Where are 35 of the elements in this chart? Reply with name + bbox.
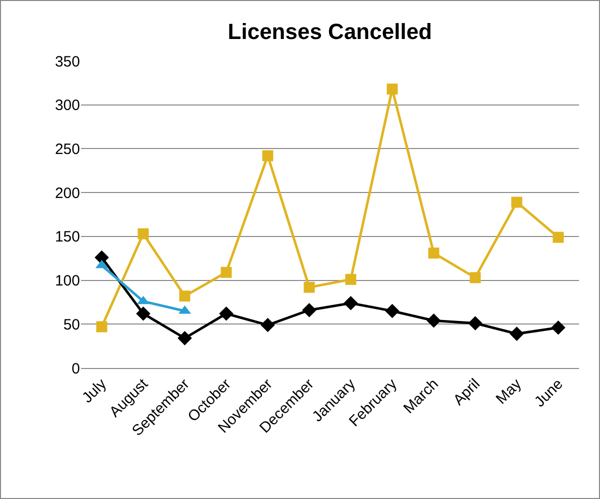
point bbox=[511, 196, 522, 208]
y-tick-label: 50 bbox=[63, 316, 80, 334]
point bbox=[136, 306, 150, 321]
point bbox=[179, 290, 190, 302]
y-tick-label: 300 bbox=[54, 97, 80, 114]
point bbox=[220, 266, 232, 278]
y-tick-label: 200 bbox=[54, 184, 80, 202]
y-tick-label: 350 bbox=[54, 53, 80, 70]
point bbox=[302, 302, 316, 318]
point bbox=[470, 272, 481, 284]
point bbox=[552, 232, 564, 243]
point bbox=[510, 326, 524, 341]
point bbox=[385, 304, 400, 318]
point bbox=[304, 282, 315, 293]
point bbox=[345, 274, 356, 285]
y-tick-label: 250 bbox=[54, 140, 80, 158]
point bbox=[551, 320, 566, 335]
y-tick-label: 150 bbox=[54, 228, 80, 246]
point bbox=[96, 321, 108, 332]
point bbox=[426, 313, 441, 328]
chart-title: Licenses Cancelled bbox=[228, 18, 432, 44]
point bbox=[138, 228, 149, 240]
point bbox=[260, 318, 275, 332]
x-tick-label: June bbox=[531, 376, 566, 411]
point bbox=[344, 296, 358, 310]
y-tick-label: 0 bbox=[72, 360, 80, 378]
point bbox=[178, 331, 192, 346]
x-tick-label: May bbox=[492, 375, 526, 408]
x-tick-label: July bbox=[78, 375, 110, 407]
point bbox=[428, 248, 440, 259]
point bbox=[262, 150, 274, 162]
y-tick-label: 100 bbox=[54, 272, 80, 290]
point bbox=[468, 316, 482, 330]
point bbox=[386, 84, 398, 95]
point bbox=[219, 306, 234, 321]
